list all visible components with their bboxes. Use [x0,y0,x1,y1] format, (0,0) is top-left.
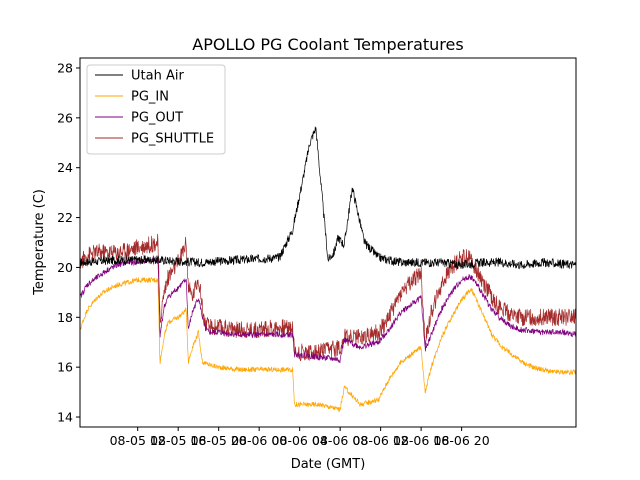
x-axis-label: Date (GMT) [291,457,366,472]
legend-label: PG_OUT [131,111,183,126]
plot-frame [79,57,577,428]
y-tick-label: 26 [57,110,73,125]
y-tick-label: 24 [57,160,73,175]
series-line-pg-shuttle [79,233,577,362]
x-tick-label: 08-06 12 [353,433,409,448]
x-tick-label: 08-06 00 [231,433,287,448]
legend-box [86,64,226,155]
x-tick-label: 08-05 12 [110,433,166,448]
x-tick-label: 08-06 08 [312,433,368,448]
legend-label: PG_SHUTTLE [131,132,214,147]
series-line-pg-in [79,276,576,412]
legend: Utah Air PG_IN PG_OUT PG_SHUTTLE [86,64,226,155]
series-line-utah-air [79,126,577,270]
y-tick-label: 28 [57,60,73,75]
x-tick-label: 08-06 16 [393,433,449,448]
x-tick-label: 08-05 16 [150,433,206,448]
x-tick-label: 08-05 20 [191,433,247,448]
y-axis: 14 16 18 20 22 24 26 28 [57,60,80,425]
legend-label: Utah Air [131,69,184,84]
chart-title: APOLLO PG Coolant Temperatures [192,35,463,54]
x-tick-label: 08-06 20 [434,433,490,448]
y-tick-label: 18 [57,310,73,325]
y-axis-label: Temperature (C) [32,189,47,296]
y-tick-label: 14 [57,410,73,425]
y-tick-label: 16 [57,360,73,375]
plot-lines [79,126,577,412]
legend-label: PG_IN [131,90,169,105]
series-line-pg-out [79,256,577,364]
y-tick-label: 20 [57,260,73,275]
y-tick-label: 22 [57,210,73,225]
x-tick-label: 08-06 04 [272,433,328,448]
